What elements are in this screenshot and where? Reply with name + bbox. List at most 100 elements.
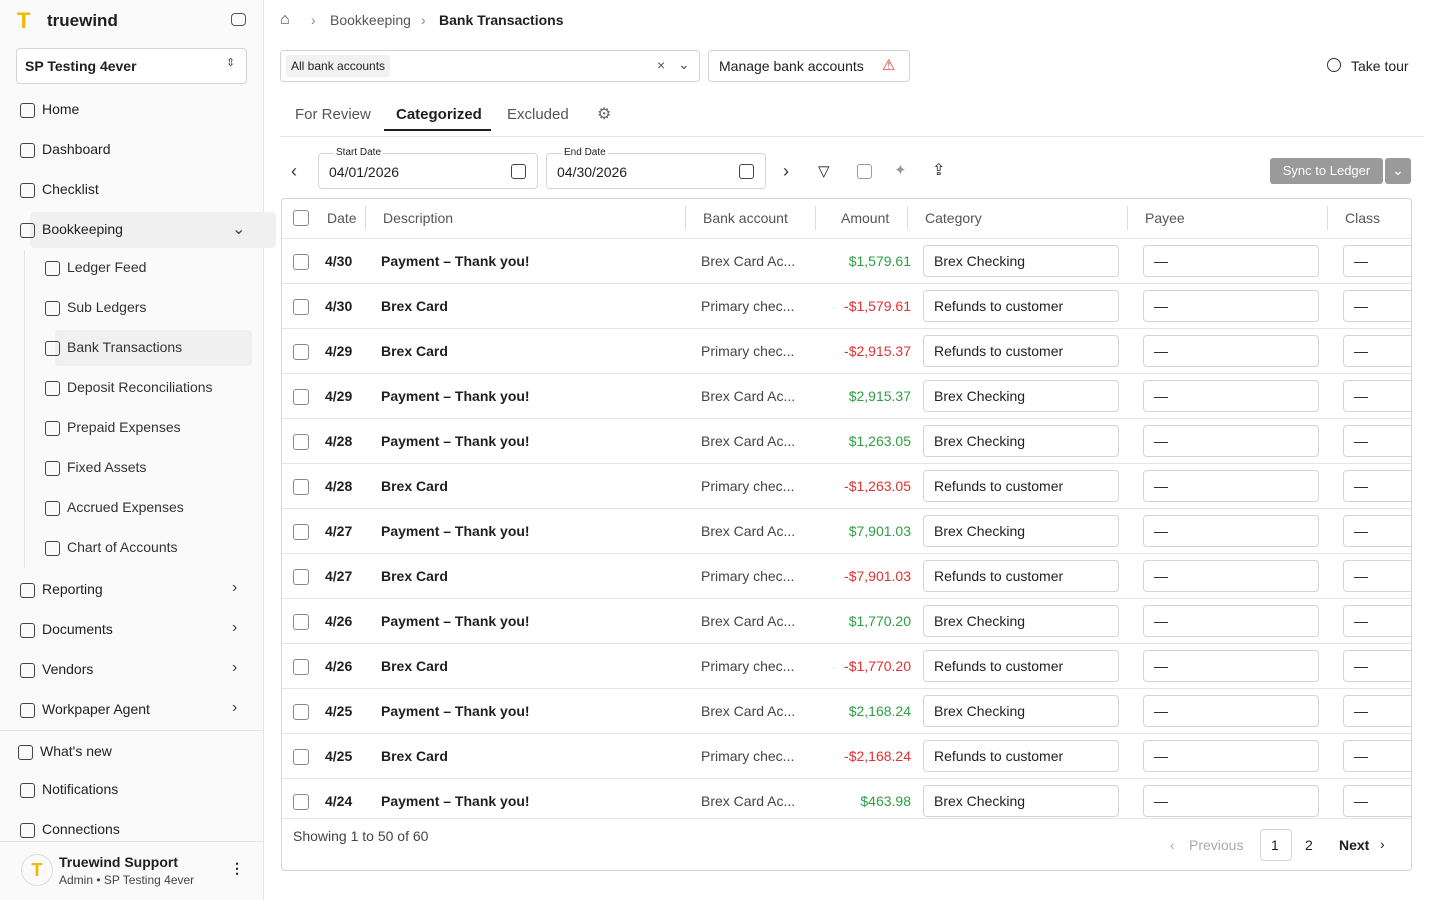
cell-input[interactable]: [923, 290, 1119, 322]
cell-input[interactable]: [1143, 245, 1319, 277]
cell-input[interactable]: [923, 245, 1119, 277]
nav-item[interactable]: Vendors: [42, 661, 94, 677]
end-date[interactable]: [546, 153, 766, 189]
cell-input[interactable]: [1143, 290, 1319, 322]
nav-item[interactable]: Notifications: [42, 781, 119, 797]
user-menu[interactable]: ⋮: [230, 860, 244, 876]
cell-input[interactable]: [1343, 650, 1411, 682]
sync-button[interactable]: Sync to Ledger: [1270, 158, 1383, 184]
row-checkbox[interactable]: [293, 344, 309, 360]
cell-input[interactable]: [1143, 740, 1319, 772]
tab[interactable]: Categorized: [396, 106, 482, 123]
row-checkbox[interactable]: [293, 524, 309, 540]
cell-input[interactable]: [1143, 470, 1319, 502]
row-checkbox[interactable]: [293, 434, 309, 450]
row-checkbox[interactable]: [293, 749, 309, 765]
nav-item[interactable]: Prepaid Expenses: [67, 419, 181, 435]
row-checkbox[interactable]: [293, 299, 309, 315]
cell-input[interactable]: [1343, 695, 1411, 727]
cell-input[interactable]: [1343, 740, 1411, 772]
manage-button[interactable]: [708, 50, 910, 82]
column-header[interactable]: Amount: [841, 210, 890, 226]
cell-input[interactable]: [1343, 470, 1411, 502]
account-filter[interactable]: [280, 50, 700, 82]
select-all[interactable]: [293, 210, 309, 226]
prev-month[interactable]: ‹: [291, 161, 297, 181]
row-checkbox[interactable]: [293, 389, 309, 405]
nav-item[interactable]: Connections: [42, 821, 120, 837]
cell-input[interactable]: [1143, 785, 1319, 817]
cell-input[interactable]: [1343, 425, 1411, 457]
home-icon[interactable]: ⌂: [280, 11, 290, 28]
page[interactable]: 1: [1271, 837, 1279, 853]
nav-item[interactable]: Ledger Feed: [67, 259, 147, 275]
cell-input[interactable]: [923, 650, 1119, 682]
nav-item[interactable]: Fixed Assets: [67, 459, 147, 475]
cell-input[interactable]: [923, 695, 1119, 727]
nav-item[interactable]: Checklist: [42, 181, 99, 197]
cell-input[interactable]: [1343, 785, 1411, 817]
cell-input[interactable]: [1343, 245, 1411, 277]
cell-input[interactable]: [1143, 515, 1319, 547]
cell-input[interactable]: [1143, 335, 1319, 367]
tab-settings[interactable]: ⚙: [597, 106, 612, 123]
cell-input[interactable]: [1143, 560, 1319, 592]
nav-item[interactable]: Reporting: [42, 581, 103, 597]
cell-input[interactable]: [923, 785, 1119, 817]
nav-item[interactable]: Deposit Reconciliations: [67, 379, 213, 395]
cell-input[interactable]: [1343, 515, 1411, 547]
dropdown[interactable]: ⌄: [678, 56, 690, 72]
clear[interactable]: ×: [657, 57, 666, 73]
breadcrumb[interactable]: Bookkeeping: [330, 12, 411, 28]
org-select[interactable]: [16, 48, 247, 84]
sync-menu[interactable]: ⌄: [1385, 158, 1411, 184]
cell-input[interactable]: [1143, 650, 1319, 682]
nav-item[interactable]: Bank Transactions: [67, 339, 183, 355]
tab[interactable]: Excluded: [507, 106, 569, 123]
next[interactable]: Next: [1339, 837, 1370, 853]
row-checkbox[interactable]: [293, 569, 309, 585]
row-checkbox[interactable]: [293, 704, 309, 720]
cell-input[interactable]: [1143, 425, 1319, 457]
export-icon[interactable]: ⇪: [932, 162, 946, 179]
cell-input[interactable]: [1143, 695, 1319, 727]
ai-icon[interactable]: ✦: [894, 162, 907, 179]
cell-input[interactable]: [923, 560, 1119, 592]
cell-input[interactable]: [923, 425, 1119, 457]
nav-item[interactable]: Home: [42, 101, 80, 117]
cell-input[interactable]: [1343, 605, 1411, 637]
nav-item[interactable]: Bookkeeping: [42, 221, 123, 237]
nav-item[interactable]: Dashboard: [42, 141, 111, 157]
cell-input[interactable]: [1343, 290, 1411, 322]
column-header[interactable]: Bank account: [703, 210, 788, 226]
previous[interactable]: Previous: [1189, 837, 1244, 853]
row-checkbox[interactable]: [293, 794, 309, 810]
row-checkbox[interactable]: [293, 479, 309, 495]
column-header[interactable]: Payee: [1145, 210, 1185, 226]
filter-icon[interactable]: ▽: [818, 163, 830, 180]
edit-icon[interactable]: [857, 164, 872, 179]
cell-input[interactable]: [923, 740, 1119, 772]
take-tour[interactable]: Take tour: [1351, 58, 1409, 74]
column-header[interactable]: Category: [925, 210, 982, 226]
collapse-sidebar[interactable]: [231, 13, 246, 26]
cell-input[interactable]: [923, 605, 1119, 637]
tab[interactable]: For Review: [295, 106, 371, 123]
next-month[interactable]: ›: [783, 161, 789, 181]
nav-item[interactable]: Documents: [42, 621, 113, 637]
cell-input[interactable]: [1343, 380, 1411, 412]
cell-input[interactable]: [923, 335, 1119, 367]
cell-input[interactable]: [1143, 605, 1319, 637]
nav-item[interactable]: Workpaper Agent: [42, 701, 150, 717]
column-header[interactable]: Class: [1345, 210, 1381, 226]
cell-input[interactable]: [923, 380, 1119, 412]
cell-input[interactable]: [1343, 335, 1411, 367]
page[interactable]: 2: [1305, 837, 1313, 853]
row-checkbox[interactable]: [293, 614, 309, 630]
nav-item[interactable]: Accrued Expenses: [67, 499, 184, 515]
column-header[interactable]: Date: [327, 210, 357, 226]
cell-input[interactable]: [1343, 560, 1411, 592]
nav-item[interactable]: Sub Ledgers: [67, 299, 147, 315]
cell-input[interactable]: [923, 515, 1119, 547]
column-header[interactable]: Description: [383, 210, 454, 226]
